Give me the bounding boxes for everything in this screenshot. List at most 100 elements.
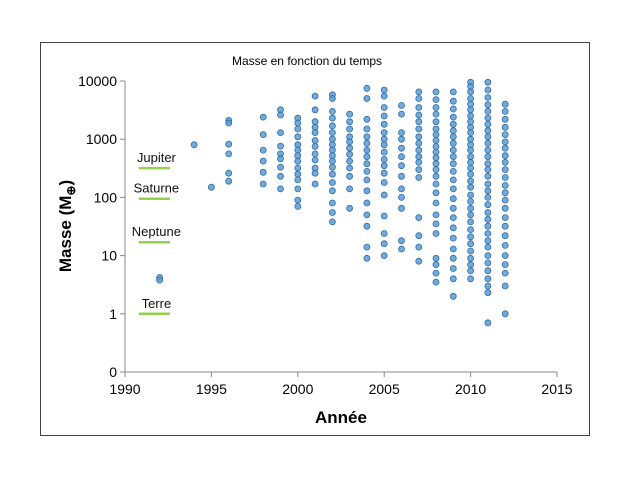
data-point-140 <box>415 166 423 173</box>
data-point-153 <box>432 137 440 144</box>
data-point-211 <box>467 177 475 185</box>
data-point-172 <box>449 105 457 113</box>
data-point-215 <box>467 204 475 212</box>
data-point-109 <box>380 169 388 177</box>
data-point-157 <box>432 160 440 168</box>
data-point-185 <box>449 204 457 212</box>
data-point-11 <box>259 131 267 138</box>
data-point-10 <box>259 113 267 121</box>
data-point-209 <box>467 164 475 172</box>
data-point-189 <box>449 245 457 253</box>
y-axis-title: Masse (M⊕) <box>56 180 78 272</box>
data-point-132 <box>415 111 423 119</box>
data-point-192 <box>449 275 457 283</box>
data-point-124 <box>398 185 405 193</box>
data-point-241 <box>484 180 492 188</box>
data-point-178 <box>449 146 457 154</box>
data-point-218 <box>467 226 475 234</box>
data-point-271 <box>501 196 509 204</box>
data-point-36 <box>294 185 302 193</box>
data-point-76 <box>346 157 354 165</box>
data-point-269 <box>501 182 509 189</box>
data-point-220 <box>467 240 475 248</box>
data-point-243 <box>484 193 492 201</box>
data-point-118 <box>398 129 405 136</box>
data-point-130 <box>415 95 423 102</box>
data-point-62 <box>328 163 336 171</box>
data-point-173 <box>449 113 457 121</box>
data-point-67 <box>328 209 336 216</box>
data-point-54 <box>328 114 336 122</box>
data-point-113 <box>380 230 388 237</box>
data-point-46 <box>311 150 319 158</box>
data-point-78 <box>346 172 354 180</box>
data-point-53 <box>328 108 336 115</box>
data-point-47 <box>311 156 319 164</box>
data-point-43 <box>311 129 319 136</box>
data-point-190 <box>449 254 457 262</box>
data-point-182 <box>449 176 457 184</box>
data-point-90 <box>363 167 371 175</box>
reference-label-neptune: Neptune <box>132 224 181 239</box>
reference-label-saturne: Saturne <box>134 181 180 196</box>
data-point-127 <box>398 237 405 245</box>
data-point-180 <box>449 160 457 168</box>
y-axis-title-close: ) <box>56 180 75 186</box>
data-point-119 <box>398 135 405 143</box>
data-point-91 <box>363 176 371 184</box>
data-point-139 <box>415 159 423 166</box>
data-point-128 <box>398 245 405 253</box>
data-point-257 <box>484 319 492 327</box>
data-point-158 <box>432 166 440 173</box>
data-point-30 <box>294 146 302 154</box>
data-point-142 <box>415 214 423 222</box>
data-point-22 <box>277 163 284 171</box>
data-point-251 <box>484 252 492 260</box>
x-ticks: 1990 1995 2000 2005 2010 2015 <box>109 372 573 397</box>
data-point-208 <box>467 159 475 166</box>
data-point-168 <box>432 269 440 277</box>
data-point-273 <box>501 214 509 222</box>
y-axis-title-symbol: ⊕ <box>64 186 78 196</box>
data-point-238 <box>484 160 492 168</box>
reference-lines: Jupiter Saturne Neptune Terre <box>132 150 181 316</box>
data-point-14 <box>259 168 267 176</box>
data-point-75 <box>346 150 354 158</box>
data-point-254 <box>484 275 492 283</box>
data-point-32 <box>294 157 302 165</box>
data-point-177 <box>449 139 457 147</box>
data-point-97 <box>363 254 371 262</box>
data-point-104 <box>380 135 388 143</box>
data-point-24 <box>277 185 284 193</box>
data-point-68 <box>328 218 336 226</box>
data-point-137 <box>415 146 423 154</box>
data-point-219 <box>467 233 475 241</box>
data-point-164 <box>432 220 440 228</box>
data-point-229 <box>484 101 492 109</box>
data-point-106 <box>380 148 388 156</box>
data-point-26 <box>294 119 302 127</box>
data-point-45 <box>311 143 319 150</box>
data-point-161 <box>432 189 440 197</box>
data-point-154 <box>432 143 440 150</box>
data-point-272 <box>501 204 509 212</box>
scatter-chart: Masse en fonction du temps Jupiter Saturn… <box>56 54 573 427</box>
data-point-143 <box>415 232 423 240</box>
data-point-260 <box>501 115 509 123</box>
data-point-249 <box>484 237 492 245</box>
y-axis-title-main: Masse (M <box>56 196 75 273</box>
data-point-188 <box>449 234 457 242</box>
data-point-89 <box>363 160 371 168</box>
data-point-160 <box>432 180 440 188</box>
data-point-28 <box>294 133 302 141</box>
data-point-191 <box>449 265 457 272</box>
data-point-61 <box>328 157 336 165</box>
data-point-121 <box>398 153 405 161</box>
data-point-39 <box>311 92 319 100</box>
data-point-105 <box>380 141 388 149</box>
data-point-255 <box>484 282 492 290</box>
data-point-174 <box>449 120 457 128</box>
data-point-224 <box>467 267 475 275</box>
data-point-81 <box>363 84 371 92</box>
data-point-222 <box>467 254 475 262</box>
